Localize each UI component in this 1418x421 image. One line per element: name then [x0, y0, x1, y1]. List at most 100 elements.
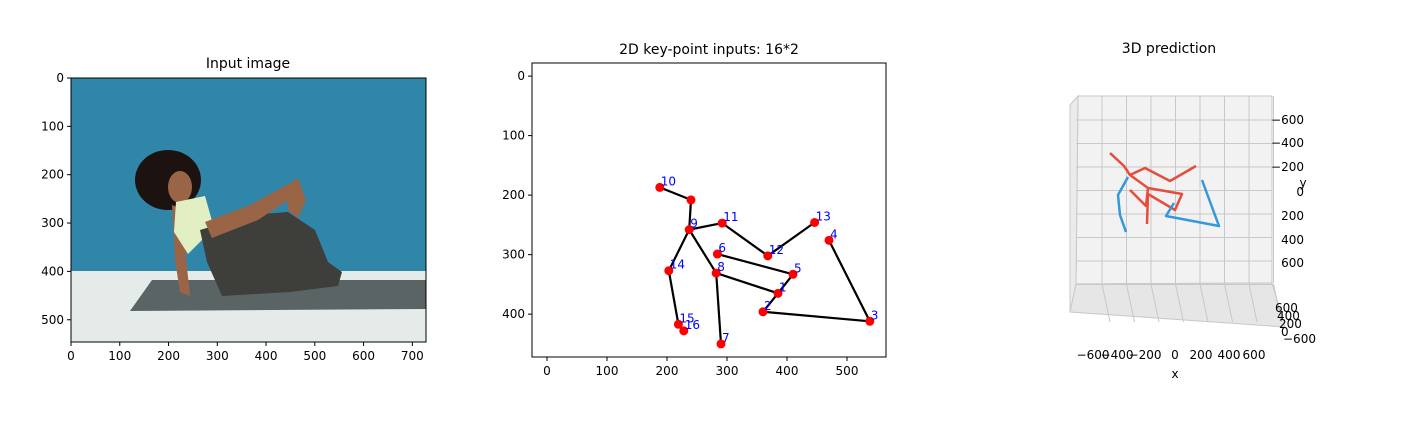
prediction-3d-title: 3D prediction: [1122, 41, 1216, 57]
3d-axes-box: [1069, 94, 1286, 328]
input-image-panel: Input image 0 100 200 300 400 500 600 700 0 100 2…: [41, 56, 427, 363]
skeleton-bone: [667, 229, 691, 272]
y-tick-label: 600: [1275, 301, 1298, 315]
keypoint: [824, 235, 834, 245]
skeleton-bone: [828, 239, 871, 322]
input-image-frame: [70, 77, 427, 343]
y-tick-label: 200: [502, 188, 525, 202]
input-image-x-ticks: 0 100 200 300 400 500 600 700: [67, 342, 424, 363]
keypoint: [810, 217, 820, 227]
x-tick-label: 600: [1243, 348, 1266, 362]
x-tick-label: 200: [157, 349, 180, 363]
floor-plane: [1069, 282, 1286, 328]
x-tick-label: 400: [1218, 348, 1241, 362]
x-tick-label: 500: [836, 364, 859, 378]
z-tick-label: 600: [1281, 256, 1304, 270]
grid-line: [1199, 283, 1209, 323]
y-axis-label: y: [1299, 176, 1306, 190]
keypoint: [788, 269, 798, 279]
y-tick-label: 300: [502, 248, 525, 262]
skeleton-bone: [688, 229, 718, 274]
keypoint: [684, 225, 694, 235]
z-tick-label: −200: [1271, 160, 1304, 174]
keypoint-label: 12: [769, 243, 784, 257]
keypoint: [664, 266, 674, 276]
keypoint-panel: 2D key-point inputs: 16*2 0 100 200 300 400 5…: [502, 42, 887, 378]
keypoint-label: 3: [871, 308, 879, 322]
keypoint: [717, 218, 727, 228]
keypoint-label: 16: [685, 318, 700, 332]
x-tick-label: 400: [255, 349, 278, 363]
x-tick-label: 200: [1190, 348, 1213, 362]
keypoint-x-ticks: 0 100 200 300 400 500: [543, 357, 858, 378]
right-limb: [1129, 187, 1150, 208]
right-limb: [1109, 152, 1197, 183]
keypoint: [758, 307, 768, 317]
skeleton-bone: [767, 221, 816, 257]
y-tick-label: 0: [517, 69, 525, 83]
input-photo: [70, 77, 427, 343]
z-tick-label: 200: [1281, 209, 1304, 223]
x-tick-label: −400: [1101, 348, 1134, 362]
keypoint-label: 9: [690, 217, 698, 231]
x-tick-label: 100: [596, 364, 619, 378]
skeleton-bone: [721, 222, 769, 257]
z-tick-label: 0: [1296, 185, 1304, 199]
keypoint-y-ticks: 0 100 200 300 400: [502, 69, 532, 321]
grid-line: [1150, 283, 1160, 323]
yoga-mat: [130, 280, 426, 311]
keypoint-label: 5: [794, 261, 802, 275]
y-tick-label: 100: [502, 129, 525, 143]
left-limb: [1164, 179, 1221, 228]
x-tick-label: 300: [206, 349, 229, 363]
x-tick-label: 0: [543, 364, 551, 378]
y-tick-label: 400: [1277, 309, 1300, 323]
grid-line: [1224, 283, 1233, 323]
grid-line: [1175, 283, 1184, 323]
keypoint: [686, 195, 696, 205]
y-tick-label: 200: [41, 168, 64, 182]
skeleton-bone: [667, 270, 680, 325]
leggings: [200, 212, 342, 296]
grid-line: [1101, 283, 1111, 323]
3d-skeleton: [1109, 152, 1221, 233]
y-tick-label: 400: [502, 307, 525, 321]
grid-line: [1248, 283, 1258, 323]
z-tick-label: −600: [1271, 113, 1304, 127]
keypoint: [716, 339, 726, 349]
x-tick-label: 0: [67, 349, 75, 363]
grid-line: [1273, 283, 1282, 323]
skeleton-bone: [688, 199, 693, 230]
keypoint: [679, 326, 689, 336]
skeleton-bone: [659, 186, 692, 201]
skeleton-bone: [688, 222, 723, 231]
keypoint: [711, 268, 721, 278]
keypoint-label: 7: [722, 331, 730, 345]
left-limb: [1116, 176, 1130, 233]
x-tick-label: −200: [1129, 348, 1162, 362]
raised-foot: [286, 178, 306, 218]
sports-top: [174, 196, 214, 254]
face: [168, 171, 192, 203]
keypoint-chart-title: 2D key-point inputs: 16*2: [619, 42, 799, 58]
keypoint-label: 6: [718, 241, 726, 255]
y-tick-label: 500: [41, 313, 64, 327]
x-tick-label: 0: [1171, 348, 1179, 362]
keypoint: [773, 288, 783, 298]
x-tick-label: 100: [108, 349, 131, 363]
skeleton-bone: [717, 252, 794, 276]
z-tick-label: −400: [1271, 136, 1304, 150]
input-image-y-ticks: 0 100 200 300 400 500: [41, 71, 71, 327]
x-tick-label: 200: [656, 364, 679, 378]
keypoint-label: 4: [830, 227, 838, 241]
keypoint-label: 11: [723, 210, 738, 224]
x-tick-label: 600: [352, 349, 375, 363]
y-tick-label: 0: [1281, 325, 1289, 339]
skeleton-bone: [715, 272, 779, 295]
input-image-title: Input image: [206, 56, 290, 72]
skeleton-bone: [762, 310, 870, 323]
y-tick-label: 100: [41, 119, 64, 133]
keypoint: [763, 251, 773, 261]
y-tick-label: 200: [1279, 317, 1302, 331]
